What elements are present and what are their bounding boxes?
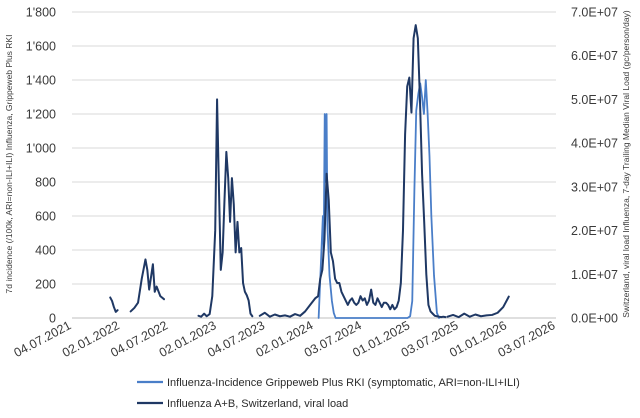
series-line-segment <box>109 296 119 313</box>
series-line-segment <box>129 258 166 313</box>
legend-label-grippeweb: Influenza-Incidence Grippeweb Plus RKI (… <box>167 377 520 389</box>
left-y-axis-tick-labels: 0 200 400 600 800 1'000 1'200 1'400 1'600 1'800 <box>26 6 56 326</box>
left-y-tick-label: 200 <box>35 278 56 292</box>
right-y-tick-label: 6.0E+07 <box>571 49 618 63</box>
right-y-tick-label: 0.0E+00 <box>571 312 618 326</box>
legend: Influenza-Incidence Grippeweb Plus RKI (… <box>137 377 520 410</box>
left-y-tick-label: 800 <box>35 176 56 190</box>
left-y-axis-title: 7d incidence (/100k, ARI=non-ILI+ILI) In… <box>4 35 14 294</box>
horizontal-gridlines <box>72 11 556 285</box>
series-grippeweb-incidence <box>317 79 440 319</box>
left-y-tick-label: 1'800 <box>26 6 56 20</box>
right-y-tick-label: 7.0E+07 <box>571 6 618 20</box>
right-y-tick-label: 1.0E+07 <box>571 268 618 282</box>
left-y-tick-label: 400 <box>35 244 56 258</box>
series-line-segment <box>258 24 447 319</box>
series-line-segment <box>317 79 440 319</box>
right-y-tick-label: 2.0E+07 <box>571 224 618 238</box>
right-y-axis-tick-labels: 0.0E+00 1.0E+07 2.0E+07 3.0E+07 4.0E+07 5.0E+… <box>571 6 618 326</box>
left-y-tick-label: 1'400 <box>26 74 56 88</box>
series-line-segment <box>446 295 510 319</box>
x-axis-tick-labels: 04.07.202102.01.202204.07.202202.01.2023… <box>12 318 558 360</box>
right-y-axis-title: Switzerland, viral load Influenza, 7-day… <box>621 10 631 318</box>
right-y-tick-label: 5.0E+07 <box>571 93 618 107</box>
left-y-tick-label: 600 <box>35 210 56 224</box>
series-line-segment <box>197 98 254 318</box>
legend-label-viral-load: Influenza A+B, Switzerland, viral load <box>167 398 348 410</box>
left-y-tick-label: 1'200 <box>26 108 56 122</box>
series-viral-load <box>109 24 510 319</box>
right-y-tick-label: 3.0E+07 <box>571 180 618 194</box>
left-y-tick-label: 0 <box>49 312 56 326</box>
left-y-tick-label: 1'000 <box>26 142 56 156</box>
right-y-tick-label: 4.0E+07 <box>571 137 618 151</box>
left-y-tick-label: 1'600 <box>26 40 56 54</box>
plot-area <box>109 24 510 319</box>
